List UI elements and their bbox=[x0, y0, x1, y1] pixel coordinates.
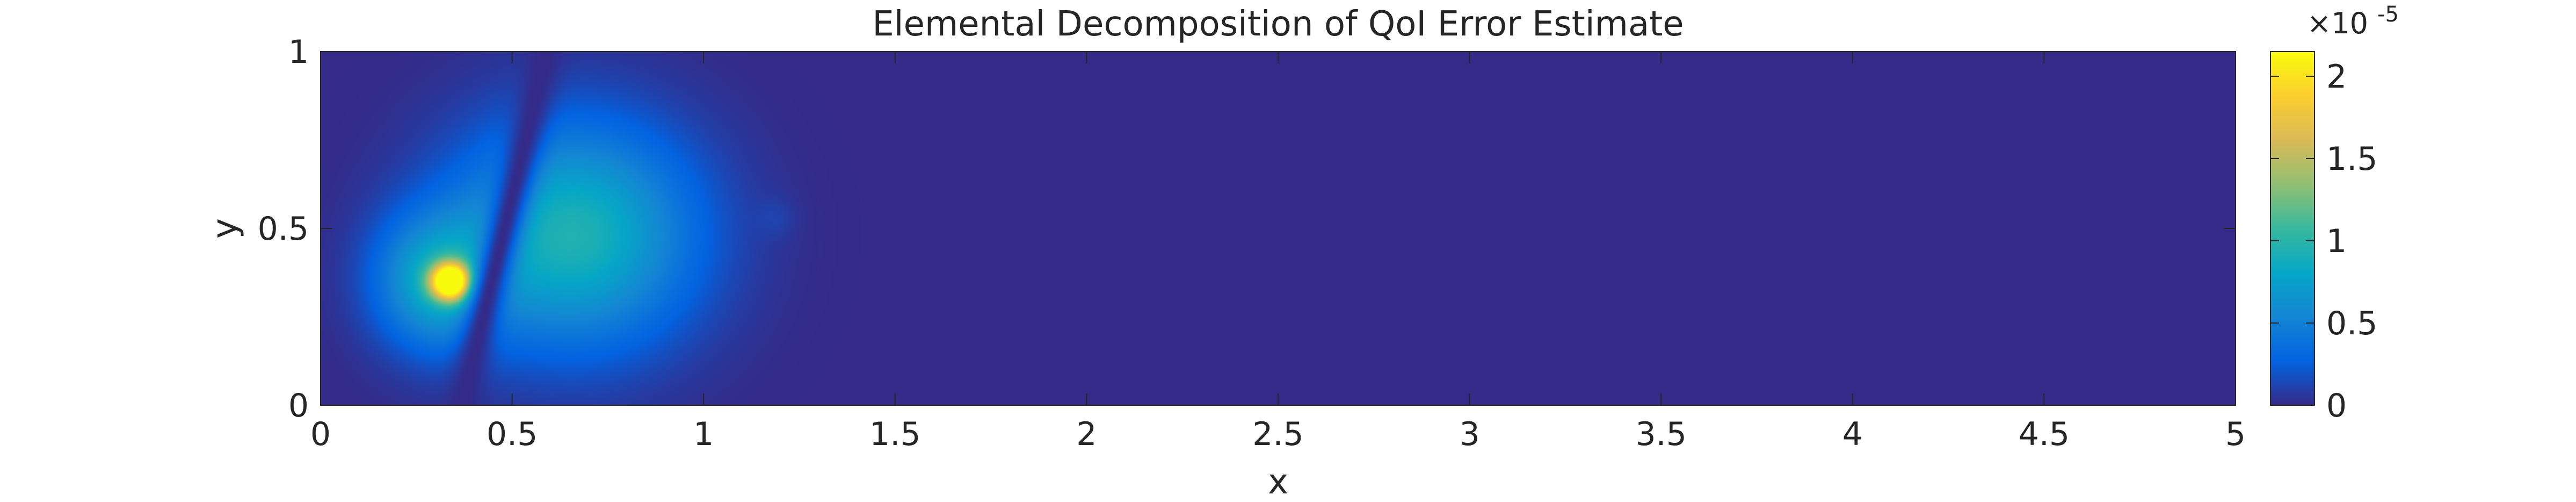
x-tick-label: 2 bbox=[1076, 415, 1097, 453]
colorbar-scale bbox=[2270, 51, 2315, 406]
heatmap-field bbox=[321, 52, 2236, 405]
y-tick-label: 0.5 bbox=[258, 210, 309, 248]
colorbar-tick-label: 2 bbox=[2326, 58, 2347, 96]
x-tick-label: 0 bbox=[310, 415, 331, 453]
colorbar-tick-label: 0 bbox=[2326, 387, 2347, 425]
x-tick-label: 3 bbox=[1460, 415, 1480, 453]
colorbar-tick-label: 1.5 bbox=[2326, 140, 2377, 178]
plot-area bbox=[320, 51, 2236, 406]
colorbar: 0 0.5 1 1.5 2 ×10 -5 bbox=[2270, 2, 2399, 425]
colorbar-multiplier-base: ×10 bbox=[2307, 6, 2368, 40]
colorbar-multiplier-exponent: -5 bbox=[2377, 2, 2399, 27]
x-axis-label: x bbox=[1268, 462, 1288, 502]
x-axis: 0 0.5 1 1.5 2 2.5 3 3.5 4 4.5 5 bbox=[310, 52, 2246, 453]
x-tick-label: 0.5 bbox=[487, 415, 538, 453]
y-axis: 00.51 bbox=[258, 33, 2236, 425]
colorbar-ticks: 0 0.5 1 1.5 2 bbox=[2270, 58, 2377, 425]
x-tick-label: 4.5 bbox=[2019, 415, 2070, 453]
x-tick-label: 2.5 bbox=[1252, 415, 1303, 453]
x-tick-label: 3.5 bbox=[1635, 415, 1686, 453]
x-tick-label: 1.5 bbox=[869, 415, 920, 453]
x-tick-label: 5 bbox=[2225, 415, 2246, 453]
y-tick-label: 0 bbox=[288, 387, 309, 425]
x-tick-label: 1 bbox=[693, 415, 714, 453]
y-tick-label: 1 bbox=[288, 33, 309, 71]
colorbar-tick-label: 0.5 bbox=[2326, 305, 2377, 342]
chart-title: Elemental Decomposition of QoI Error Est… bbox=[872, 4, 1684, 44]
colorbar-tick-label: 1 bbox=[2326, 223, 2347, 260]
colorbar-multiplier: ×10 -5 bbox=[2307, 2, 2399, 40]
y-axis-label: y bbox=[205, 218, 245, 239]
x-tick-label: 4 bbox=[1842, 415, 1863, 453]
